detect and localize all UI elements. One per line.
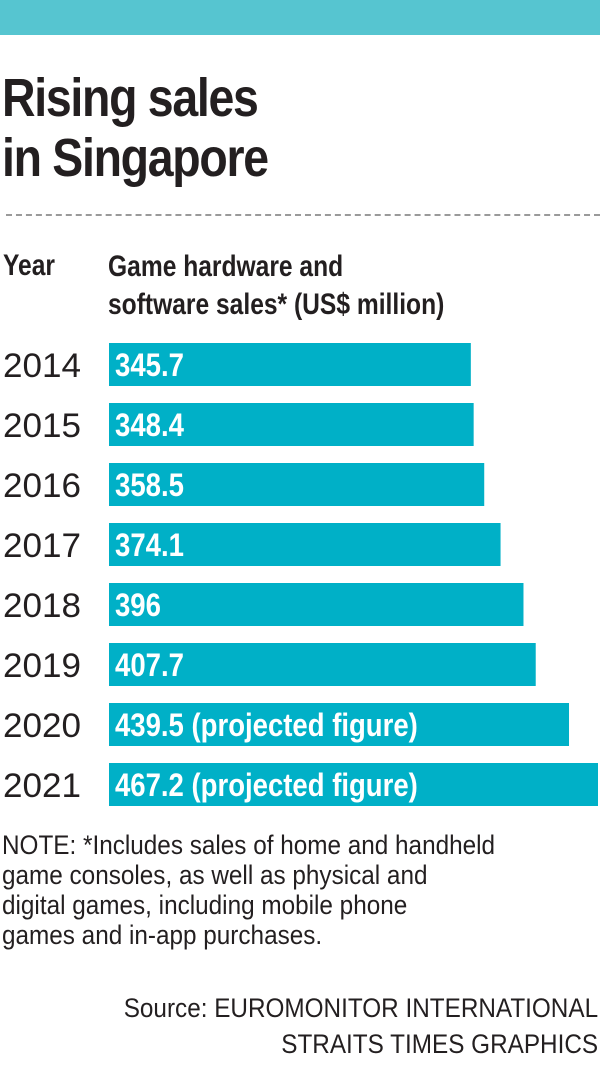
year-label-2015: 2015 [3, 407, 81, 445]
title-line-1: Rising sales [2, 68, 259, 128]
source-line-1: Source: EUROMONITOR INTERNATIONAL [123, 993, 598, 1023]
year-label-2014: 2014 [3, 347, 81, 385]
sales-header-line-2: software sales* (US$ million) [108, 288, 445, 321]
note-line-1: NOTE: *Includes sales of home and handhe… [2, 830, 496, 860]
bar-value-label-2015: 348.4 [115, 407, 184, 443]
footnote: NOTE: *Includes sales of home and handhe… [2, 830, 578, 950]
note-line-2: game consoles, as well as physical and [2, 860, 428, 890]
year-label-2016: 2016 [3, 467, 81, 505]
year-label-2017: 2017 [3, 527, 81, 565]
bar-2017 [109, 523, 501, 566]
bar-value-label-2020: 439.5 (projected figure) [115, 707, 418, 743]
bar-2015 [109, 403, 474, 446]
source-line-2: STRAITS TIMES GRAPHICS [281, 1029, 598, 1059]
year-column-header: Year [3, 249, 55, 282]
bar-value-label-2014: 345.7 [115, 347, 184, 383]
note-line-3: digital games, including mobile phone [2, 890, 408, 920]
chart-title: Rising sales in Singapore [2, 68, 269, 188]
sales-header-line-1: Game hardware and [108, 250, 344, 283]
bar-2014 [109, 343, 471, 386]
bar-2019 [109, 643, 536, 686]
bar-value-label-2018: 396 [115, 587, 161, 623]
bar-chart: 2014 345.7 2015 348.4 2016 358.5 2017 374.1 2018… [3, 343, 598, 806]
bar-value-label-2017: 374.1 [115, 527, 184, 563]
top-color-band [0, 0, 600, 35]
bar-2018 [109, 583, 524, 626]
year-label-2021: 2021 [3, 767, 81, 805]
dashed-divider [6, 214, 600, 216]
title-line-2: in Singapore [2, 128, 269, 188]
source-credit: Source: EUROMONITOR INTERNATIONAL STRAIT… [124, 990, 598, 1062]
note-line-4: games and in-app purchases. [2, 920, 323, 950]
bar-value-label-2016: 358.5 [115, 467, 184, 503]
year-label-2020: 2020 [3, 707, 81, 745]
bar-value-label-2021: 467.2 (projected figure) [115, 767, 418, 803]
year-label-2018: 2018 [3, 587, 81, 625]
bar-2021 [109, 763, 598, 806]
year-label-2019: 2019 [3, 647, 81, 685]
bar-value-label-2019: 407.7 [115, 647, 184, 683]
bar-2016 [109, 463, 485, 506]
bar-2020 [109, 703, 570, 746]
sales-column-header: Game hardware and software sales* (US$ m… [108, 248, 444, 324]
